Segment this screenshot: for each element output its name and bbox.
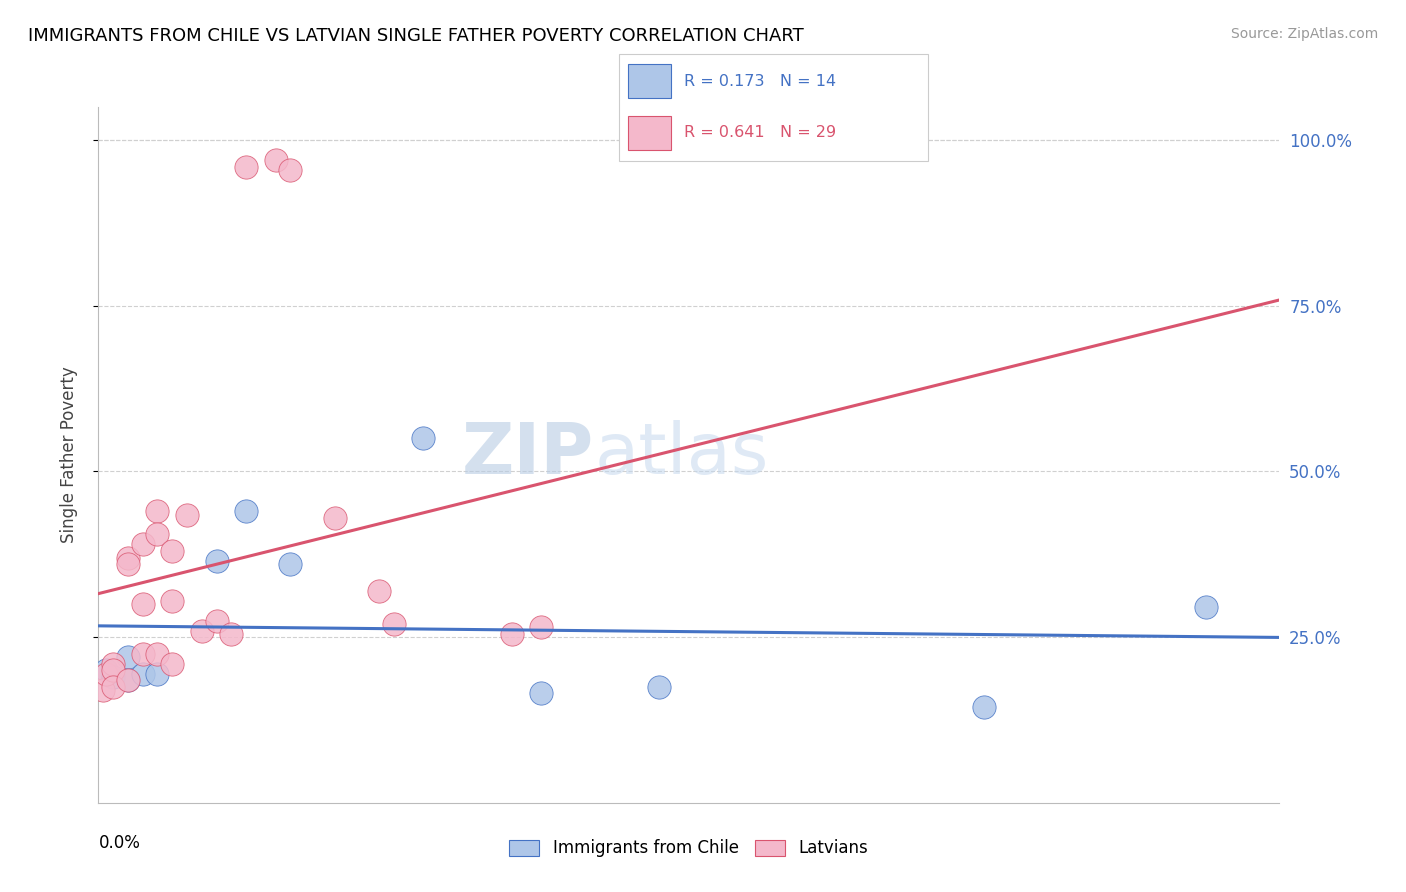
Point [973, 699, 995, 714]
Point [103, 670, 125, 684]
Point [117, 550, 139, 565]
Point [146, 647, 169, 661]
Text: R = 0.173   N = 14: R = 0.173 N = 14 [683, 74, 835, 89]
Point [162, 544, 183, 558]
Point [146, 504, 169, 518]
Point [117, 673, 139, 688]
Point [219, 627, 242, 641]
Text: atlas: atlas [595, 420, 769, 490]
Point [191, 624, 214, 638]
Point [205, 554, 228, 568]
Point [278, 558, 302, 572]
Text: Source: ZipAtlas.com: Source: ZipAtlas.com [1230, 27, 1378, 41]
Point [94, 663, 117, 677]
Text: R = 0.641   N = 29: R = 0.641 N = 29 [683, 125, 835, 140]
Point [132, 597, 155, 611]
Point [162, 657, 183, 671]
Point [103, 657, 125, 671]
Y-axis label: Single Father Poverty: Single Father Poverty [59, 367, 77, 543]
Point [146, 666, 169, 681]
Point [264, 153, 287, 167]
Point [412, 431, 434, 445]
Point [235, 160, 257, 174]
FancyBboxPatch shape [619, 54, 928, 161]
Point [176, 508, 198, 522]
Point [117, 673, 139, 688]
Point [530, 620, 553, 634]
Text: ZIP: ZIP [463, 420, 595, 490]
Point [117, 558, 139, 572]
Point [94, 666, 117, 681]
Point [367, 583, 389, 598]
Text: IMMIGRANTS FROM CHILE VS LATVIAN SINGLE FATHER POVERTY CORRELATION CHART: IMMIGRANTS FROM CHILE VS LATVIAN SINGLE … [28, 27, 804, 45]
Point [235, 504, 257, 518]
Point [103, 680, 125, 694]
Point [323, 511, 346, 525]
Point [382, 616, 405, 631]
Point [1194, 600, 1216, 615]
Text: 0.0%: 0.0% [98, 834, 141, 852]
Point [278, 163, 302, 178]
Point [501, 627, 523, 641]
Point [132, 647, 155, 661]
Point [162, 593, 183, 607]
FancyBboxPatch shape [628, 64, 671, 98]
Point [132, 666, 155, 681]
Point [91, 683, 114, 698]
Point [146, 527, 169, 541]
Point [132, 537, 155, 551]
Point [117, 650, 139, 665]
FancyBboxPatch shape [628, 116, 671, 150]
Legend: Immigrants from Chile, Latvians: Immigrants from Chile, Latvians [503, 833, 875, 864]
Point [648, 680, 671, 694]
Point [530, 686, 553, 700]
Point [205, 614, 228, 628]
Point [103, 663, 125, 677]
